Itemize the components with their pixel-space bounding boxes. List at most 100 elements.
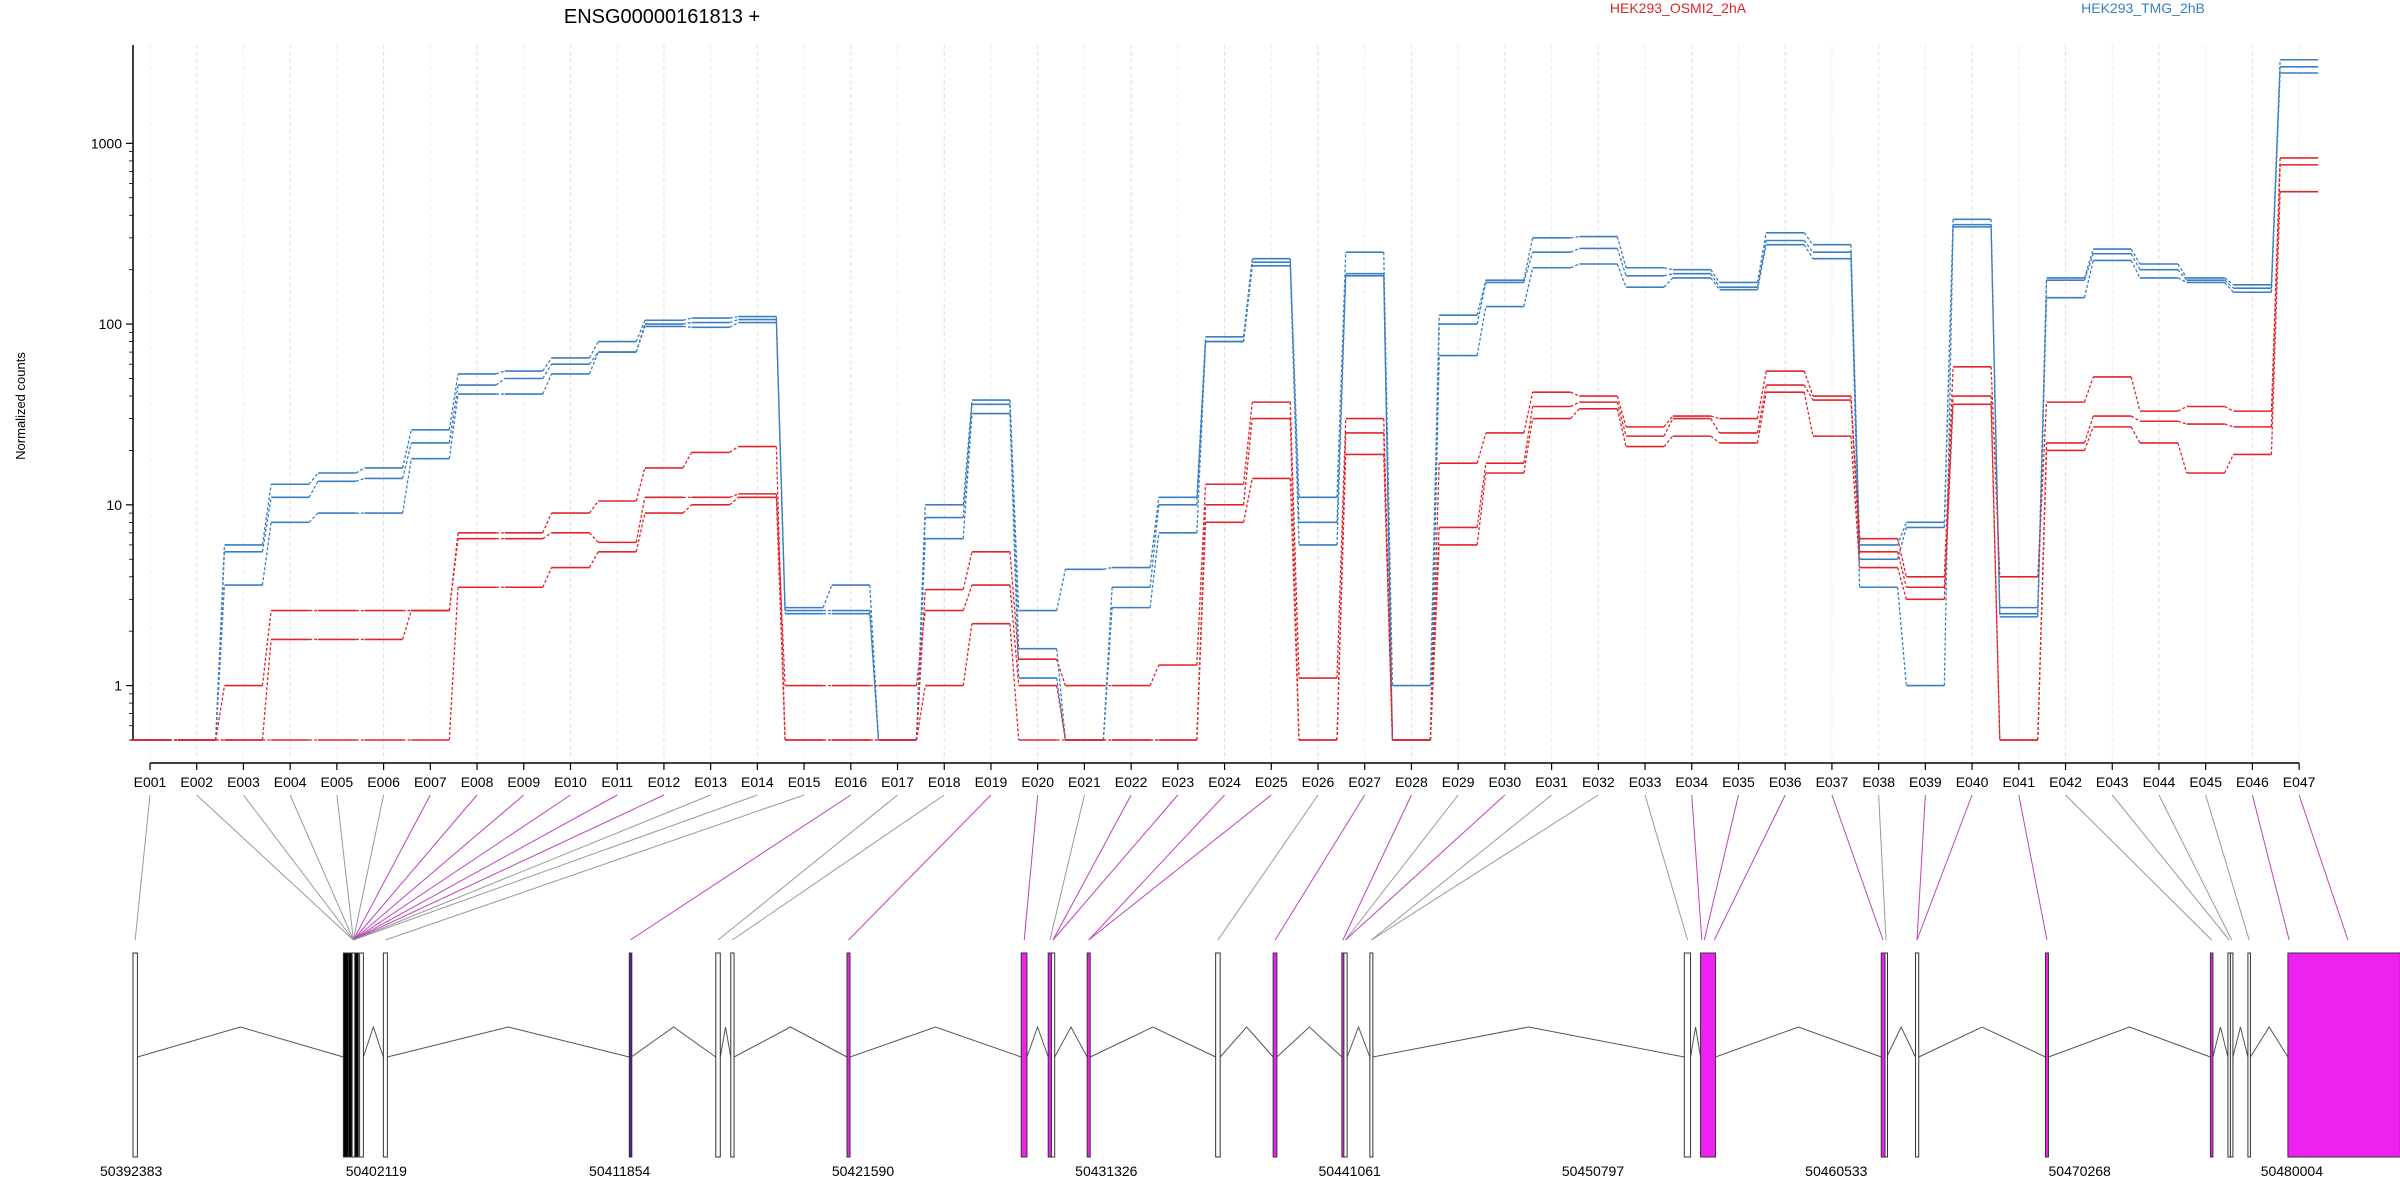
- x-tick-label-e034: E034: [1675, 774, 1708, 790]
- series-connector: [2224, 405, 2234, 412]
- series-connector: [729, 496, 739, 506]
- series-connector: [1196, 522, 1207, 741]
- connector-e027: [1274, 794, 1366, 941]
- x-tick-label-e036: E036: [1769, 774, 1802, 790]
- connector-e031: [1371, 794, 1552, 941]
- exon-block-8: [628, 952, 633, 1158]
- exon-block-27: [2209, 952, 2214, 1158]
- series-connector: [2224, 454, 2234, 474]
- intron-line: [137, 1026, 344, 1058]
- exon-block-17: [1272, 952, 1278, 1158]
- series-connector: [2224, 277, 2234, 286]
- series-connector: [355, 477, 365, 482]
- exon-block-22: [1700, 952, 1717, 1158]
- connector-e024: [1088, 794, 1225, 941]
- series-connector: [1196, 341, 1207, 505]
- series-lines: [131, 58, 2319, 741]
- connector-e005: [336, 794, 354, 941]
- gene-model: [132, 952, 2400, 1158]
- series-connector: [1990, 404, 2001, 741]
- series-connector: [1803, 232, 1814, 246]
- series-connector: [308, 480, 319, 498]
- x-tick-label-e027: E027: [1348, 774, 1381, 790]
- exon-block-19: [1343, 952, 1348, 1158]
- series-connector: [1383, 454, 1394, 741]
- x-tick-label-e023: E023: [1161, 774, 1194, 790]
- genomic-coordinate-label: 50431326: [1075, 1163, 1138, 1179]
- series-connector: [1663, 267, 1673, 271]
- x-tick-label-e005: E005: [321, 774, 354, 790]
- x-tick-label-e041: E041: [2002, 774, 2035, 790]
- exon-block-26: [2044, 952, 2049, 1158]
- series-connector: [261, 497, 272, 552]
- exon-block-9: [715, 952, 721, 1158]
- series-connector: [2224, 423, 2234, 428]
- connector-e015: [385, 794, 805, 941]
- series-connector: [588, 341, 599, 359]
- series-connector: [1429, 355, 1440, 741]
- intron-line: [2048, 1026, 2211, 1058]
- x-tick-label-e045: E045: [2189, 774, 2222, 790]
- series-connector: [635, 497, 646, 543]
- intron-line: [1346, 1025, 1371, 1058]
- series-connector: [1570, 235, 1580, 239]
- series-connector: [588, 551, 599, 568]
- intron-line: [1690, 1026, 1702, 1058]
- series-connector: [1336, 454, 1347, 741]
- x-tick-label-e035: E035: [1722, 774, 1755, 790]
- series-connector: [2130, 253, 2141, 270]
- series-connector: [2037, 402, 2048, 577]
- connector-e023: [1052, 794, 1179, 941]
- series-connector: [869, 613, 880, 741]
- series-connector: [1009, 551, 1020, 660]
- series-connector: [1476, 282, 1487, 325]
- x-tick-label-e032: E032: [1582, 774, 1615, 790]
- series-connector: [308, 472, 319, 485]
- series-connector: [1149, 504, 1160, 588]
- connector-e007: [352, 794, 431, 941]
- connector-e039: [1916, 794, 1926, 941]
- x-tick-label-e013: E013: [694, 774, 727, 790]
- series-4: [131, 157, 2319, 741]
- genomic-coordinate-label: 50470268: [2049, 1163, 2112, 1179]
- genomic-coordinate-label: 50421590: [832, 1163, 895, 1179]
- connector-e014: [353, 794, 758, 941]
- series-connector: [1990, 366, 2001, 577]
- series-connector: [2130, 415, 2141, 422]
- x-tick-label-e001: E001: [134, 774, 167, 790]
- exon-block-1: [132, 952, 138, 1158]
- series-connector: [2224, 282, 2234, 293]
- series-connector: [1756, 370, 1767, 419]
- series-connector: [635, 512, 646, 552]
- series-connector: [1476, 463, 1487, 528]
- series-connector: [1289, 418, 1300, 741]
- exon-block-5: [354, 952, 359, 1158]
- exon-block-10: [730, 952, 735, 1158]
- connector-e036: [1713, 794, 1786, 941]
- y-axis: 1 10 100 1000: [91, 45, 134, 741]
- exon-block-23: [1880, 952, 1886, 1158]
- series-connector: [1289, 402, 1300, 679]
- x-tick-label-e015: E015: [788, 774, 821, 790]
- series-connector: [2083, 248, 2094, 279]
- series-connector: [1570, 408, 1580, 420]
- series-connector: [635, 326, 646, 353]
- connector-e037: [1831, 794, 1884, 941]
- series-connector: [1289, 478, 1300, 741]
- series-connector: [1897, 538, 1907, 577]
- series-connector: [775, 493, 786, 686]
- series-connector: [448, 384, 459, 444]
- y-tick-label: 10: [106, 497, 122, 513]
- connector-e013: [353, 794, 711, 941]
- series-connector: [682, 317, 692, 321]
- exon-block-2: [342, 952, 349, 1158]
- series-connector: [962, 623, 973, 686]
- series-connector: [1476, 472, 1487, 546]
- series-6: [131, 190, 2319, 741]
- x-tick-label-e024: E024: [1208, 774, 1241, 790]
- x-tick-label-e020: E020: [1021, 774, 1054, 790]
- series-connector: [1897, 527, 1907, 560]
- series-connector: [2177, 277, 2187, 284]
- connector-e043: [2111, 794, 2230, 941]
- series-connector: [1803, 240, 1814, 253]
